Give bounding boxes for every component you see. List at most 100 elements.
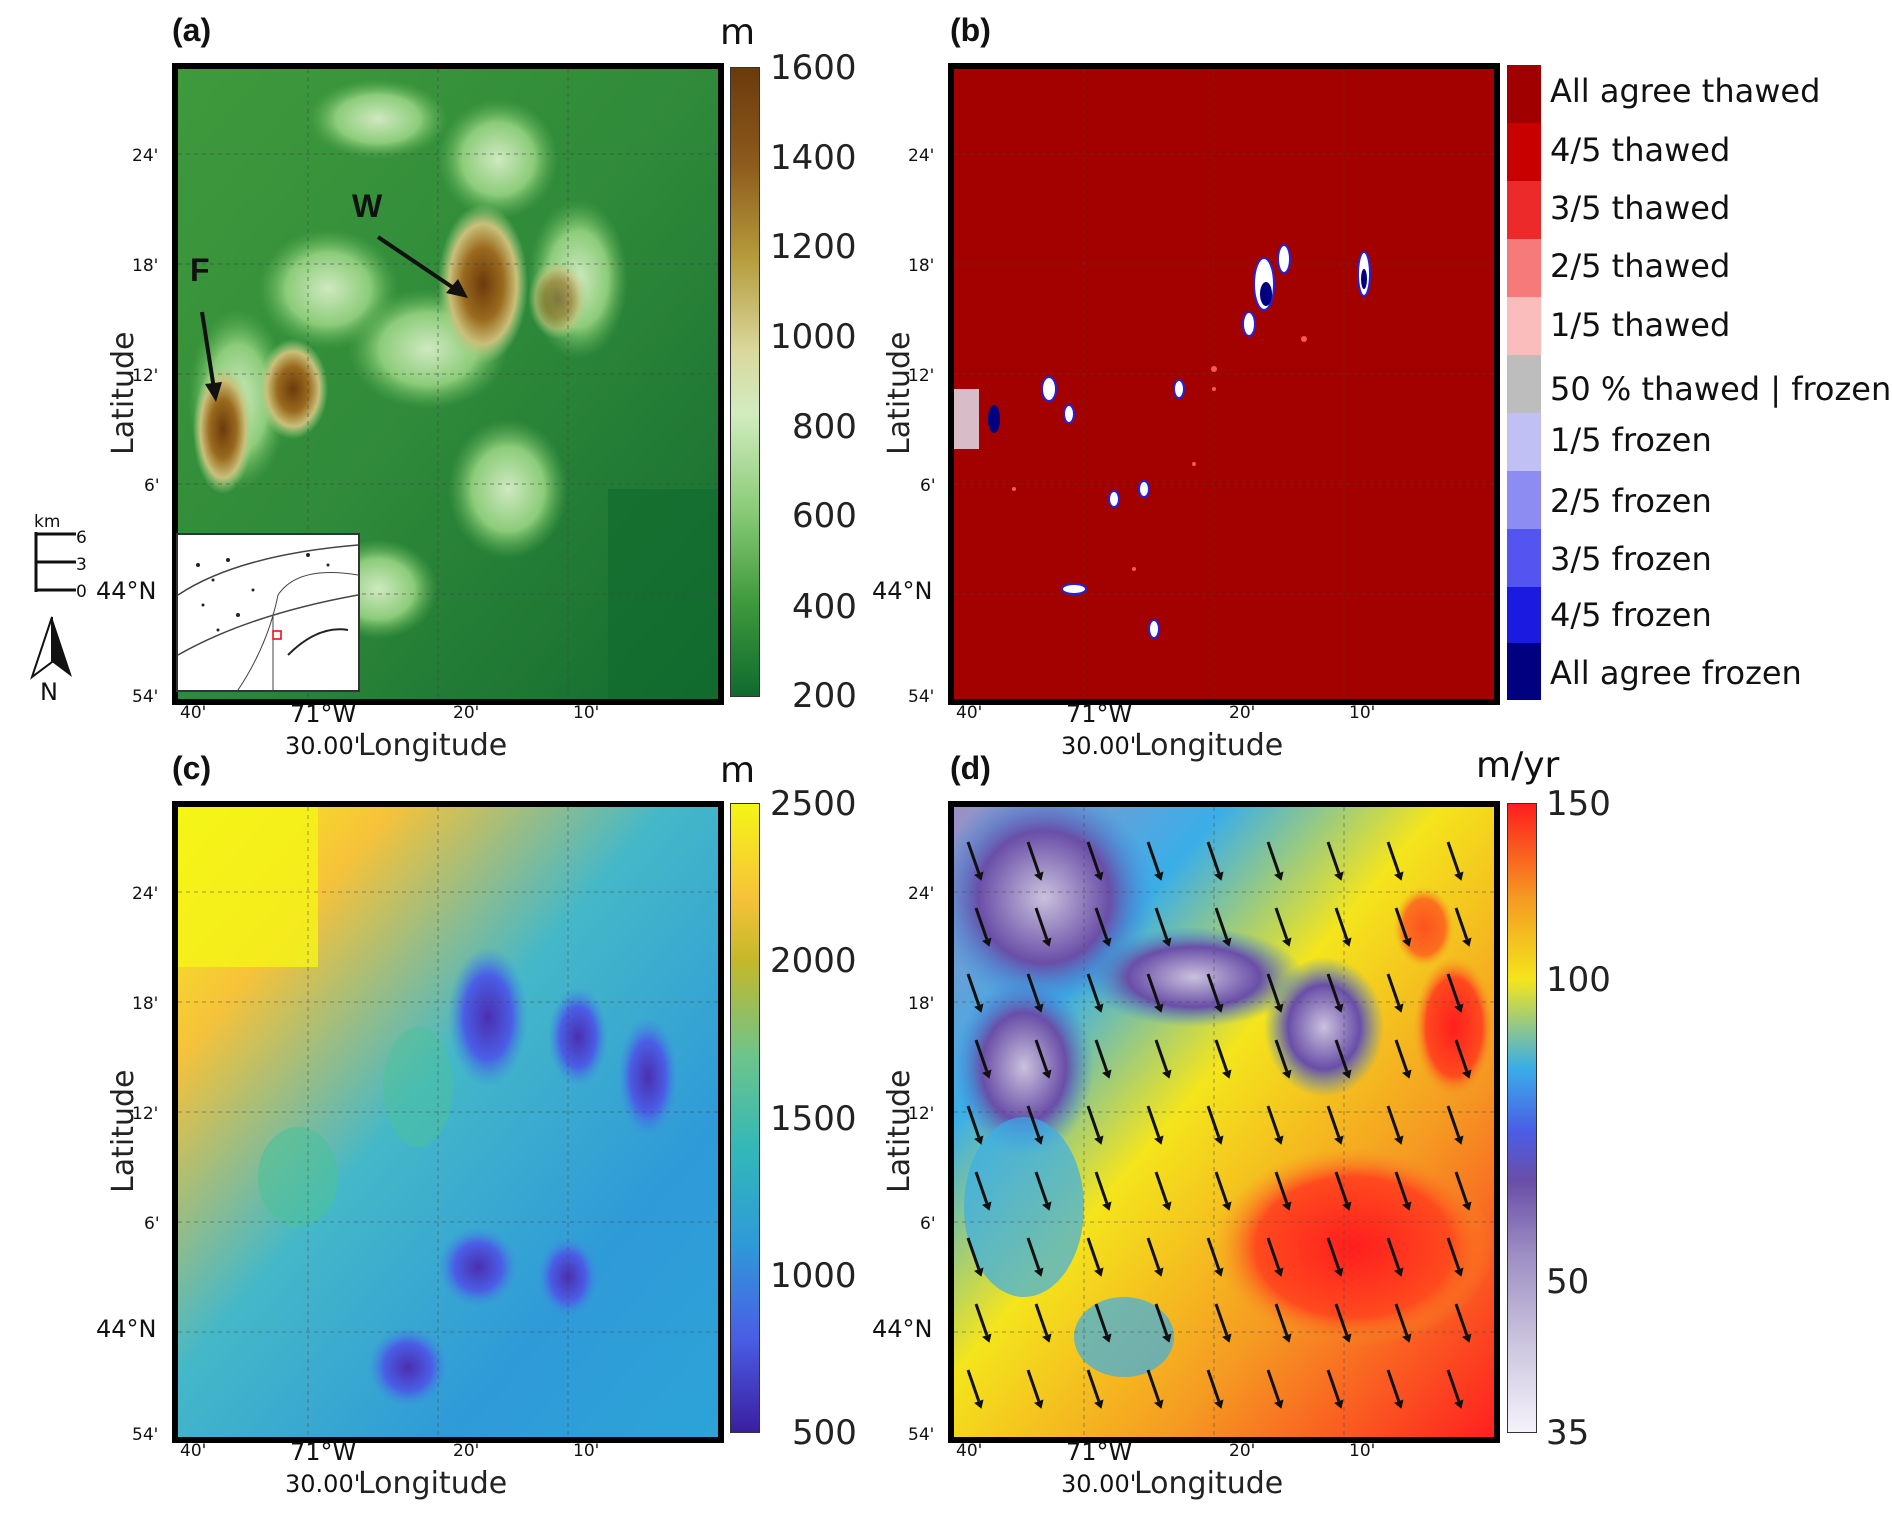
lon-tick: 10' — [573, 1441, 600, 1461]
lat-tick: 44°N — [872, 577, 933, 605]
wind-arrow-head — [1394, 1399, 1404, 1409]
wind-arrow-head — [982, 937, 992, 947]
wind-arrow-head — [1394, 1135, 1404, 1145]
cbar-c-tick: 2000 — [770, 941, 857, 981]
legend-label: 2/5 thawed — [1550, 247, 1731, 285]
wind-arrow-head — [1214, 871, 1224, 881]
wind-arrow — [1146, 841, 1161, 874]
wind-arrow-head — [1334, 1003, 1344, 1013]
lat-tick: 18' — [132, 994, 159, 1014]
lon-tick: 40' — [956, 1441, 983, 1461]
panel-d-map — [948, 801, 1500, 1443]
wind-arrow — [1274, 907, 1289, 940]
lat-tick: 18' — [908, 256, 935, 276]
legend-label: 2/5 frozen — [1550, 482, 1712, 520]
wind-arrow-head — [1102, 937, 1112, 947]
wind-arrow-head — [1274, 1135, 1284, 1145]
wind-arrow — [966, 973, 981, 1006]
wind-arrows — [966, 841, 1472, 1409]
lon-tick: 20' — [453, 1441, 480, 1461]
legend-label: 3/5 thawed — [1550, 189, 1731, 227]
wind-arrow-head — [1222, 1069, 1232, 1079]
locator-inset-map — [176, 533, 360, 692]
legend-swatch — [1507, 123, 1541, 181]
wind-arrow — [974, 1039, 989, 1072]
cbar-c-tick: 1500 — [770, 1099, 857, 1139]
lon-tick: 71°W — [290, 700, 357, 728]
wind-arrow — [1394, 907, 1409, 940]
wind-arrow-head — [1454, 871, 1464, 881]
lon-tick: 20' — [453, 703, 480, 723]
wind-arrow-head — [1342, 1069, 1352, 1079]
wind-arrow-head — [974, 1399, 984, 1409]
wind-arrow-head — [1402, 1333, 1412, 1343]
lat-tick: 24' — [908, 884, 935, 904]
wind-arrow-head — [1342, 1333, 1352, 1343]
wind-arrow — [1026, 1237, 1041, 1270]
wind-arrow-head — [982, 1333, 992, 1343]
lon-tick: 71°W — [1066, 1438, 1133, 1466]
wind-arrow — [1206, 1369, 1221, 1402]
panel-b-map — [948, 63, 1500, 705]
wind-arrow-head — [1154, 1135, 1164, 1145]
wind-arrow-head — [1102, 1201, 1112, 1211]
wind-arrow-head — [1402, 1201, 1412, 1211]
wind-arrow-head — [1034, 1399, 1044, 1409]
wind-arrow — [1026, 1369, 1041, 1402]
wind-arrow-head — [1162, 1201, 1172, 1211]
wind-arrow-head — [1042, 1069, 1052, 1079]
wind-arrow-head — [1162, 1069, 1172, 1079]
wind-arrow-head — [982, 1069, 992, 1079]
wind-arrow-head — [1402, 937, 1412, 947]
wind-arrow-head — [1454, 1003, 1464, 1013]
wind-arrow-head — [1162, 1333, 1172, 1343]
wind-arrow — [1274, 1303, 1289, 1336]
wind-arrow — [1214, 1039, 1229, 1072]
cbar-a-tick: 1600 — [770, 48, 857, 88]
wind-arrow-head — [1394, 871, 1404, 881]
wind-arrow — [1094, 907, 1109, 940]
ylabel-c: Latitude — [106, 1069, 141, 1193]
lon-tick: 71°W — [290, 1438, 357, 1466]
wind-arrow-head — [1394, 1003, 1404, 1013]
peak-label-w: W — [352, 188, 383, 224]
wind-arrow — [1206, 973, 1221, 1006]
cbar-c-unit: m — [720, 750, 756, 791]
wind-arrow-head — [1162, 937, 1172, 947]
wind-arrow — [1454, 1171, 1469, 1204]
wind-arrow-head — [1034, 1267, 1044, 1277]
panel-c-snow-line — [178, 807, 718, 1437]
xlabel-c: Longitude — [358, 1466, 508, 1501]
wind-arrow — [1386, 841, 1401, 874]
wind-arrow — [1094, 1303, 1109, 1336]
cbar-d-tick: 150 — [1546, 784, 1611, 824]
wind-arrow — [1454, 1039, 1469, 1072]
wind-arrow-head — [1334, 871, 1344, 881]
wind-arrow — [1334, 1171, 1349, 1204]
wind-arrow — [1034, 1171, 1049, 1204]
wind-arrow — [1266, 841, 1281, 874]
wind-arrow — [1214, 1171, 1229, 1204]
ylabel-b: Latitude — [882, 331, 917, 455]
wind-arrow-head — [1282, 937, 1292, 947]
wind-arrow-head — [1454, 1135, 1464, 1145]
legend-label: 4/5 frozen — [1550, 596, 1712, 634]
panel-b-letter: (b) — [950, 12, 991, 48]
wind-arrow — [974, 1171, 989, 1204]
wind-arrow-head — [1214, 1267, 1224, 1277]
wind-arrow-head — [1154, 1003, 1164, 1013]
lat-tick: 24' — [908, 146, 935, 166]
wind-arrow-head — [1222, 937, 1232, 947]
wind-arrow-head — [1222, 1201, 1232, 1211]
wind-arrow — [1086, 1237, 1101, 1270]
legend-swatch — [1507, 413, 1541, 471]
wind-arrow — [1266, 1237, 1281, 1270]
lon-extra-tick: 30.00' — [285, 732, 361, 760]
wind-arrow — [1266, 973, 1281, 1006]
wind-arrow — [1214, 907, 1229, 940]
wind-arrow-head — [982, 1201, 992, 1211]
wind-arrow — [1326, 1369, 1341, 1402]
wind-arrow — [1394, 1171, 1409, 1204]
wind-arrow — [1334, 907, 1349, 940]
xlabel-a: Longitude — [358, 728, 508, 763]
